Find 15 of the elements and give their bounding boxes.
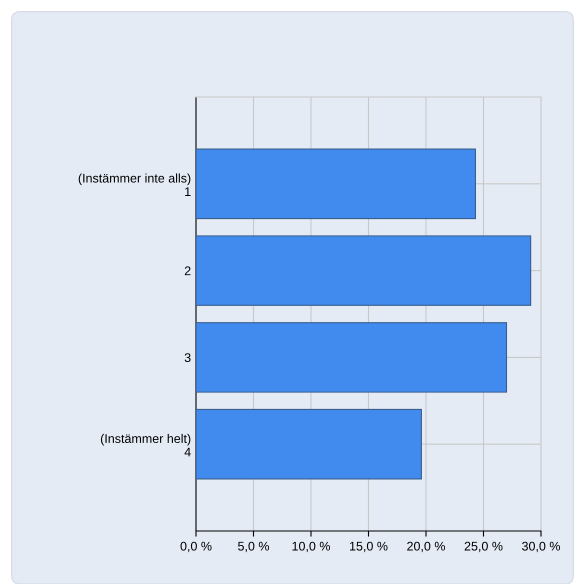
y-tick-label: (Instämmer inte alls) 1 bbox=[78, 173, 191, 196]
bar bbox=[196, 235, 532, 306]
x-tick-label: 30,0 % bbox=[522, 542, 560, 552]
y-tick-label: (Instämmer helt) 4 bbox=[100, 434, 191, 456]
y-tick-label: 2 bbox=[184, 266, 191, 276]
x-tick-label: 25,0 % bbox=[464, 542, 503, 552]
x-tick-label: 5,0 % bbox=[238, 542, 270, 552]
x-tick-label: 10,0 % bbox=[292, 542, 330, 552]
bar bbox=[196, 322, 508, 393]
x-tick-label: 15,0 % bbox=[350, 542, 388, 552]
bar bbox=[196, 408, 422, 480]
x-tick-label: 20,0 % bbox=[407, 542, 446, 552]
bar bbox=[196, 148, 476, 220]
y-tick-label: 3 bbox=[184, 353, 191, 362]
x-tick-label: 0,0 % bbox=[180, 542, 212, 552]
